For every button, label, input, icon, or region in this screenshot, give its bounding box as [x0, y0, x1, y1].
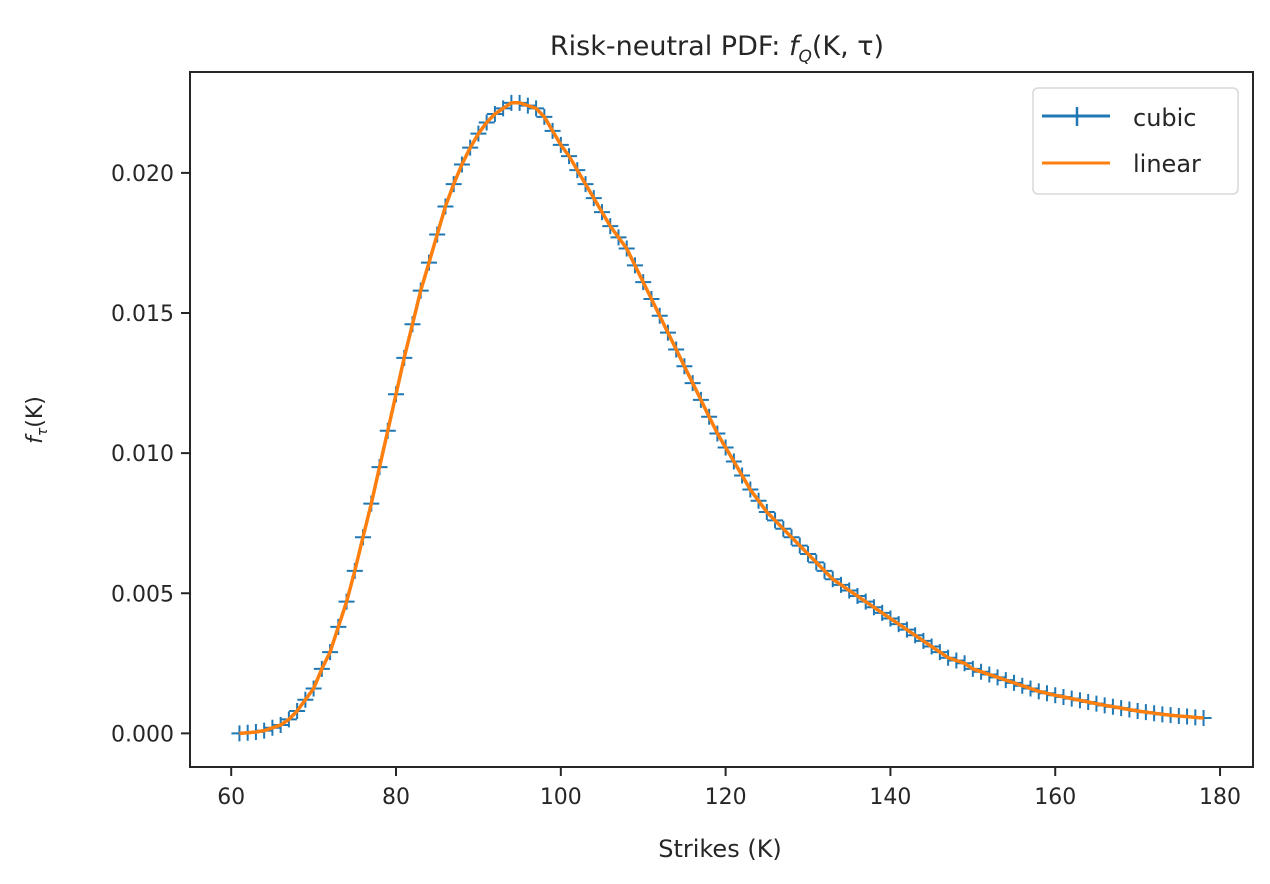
x-tick-label: 60 [217, 785, 245, 810]
chart-title: Risk-neutral PDF: fQ(K, τ) [550, 31, 884, 67]
x-tick-label: 80 [382, 785, 410, 810]
y-tick-label: 0.005 [111, 582, 174, 607]
y-axis-label: fτ(K) [23, 396, 51, 444]
y-tick-label: 0.020 [111, 162, 174, 187]
series-line-cubic [239, 101, 1204, 735]
y-tick-label: 0.015 [111, 302, 174, 327]
x-tick-label: 180 [1199, 785, 1241, 810]
plot-frame [189, 71, 1254, 768]
legend: cubic linear [1032, 87, 1239, 195]
x-tick-label: 140 [869, 785, 911, 810]
legend-label-cubic: cubic [1133, 104, 1197, 132]
series-line-linear [239, 101, 1204, 736]
x-tick-label: 160 [1034, 785, 1076, 810]
x-axis-label: Strikes (K) [658, 835, 782, 863]
x-tick-label: 120 [705, 785, 747, 810]
x-tick-label: 100 [540, 785, 582, 810]
legend-label-linear: linear [1133, 150, 1201, 178]
y-tick-label: 0.010 [111, 442, 174, 467]
y-tick-label: 0.000 [111, 722, 174, 747]
